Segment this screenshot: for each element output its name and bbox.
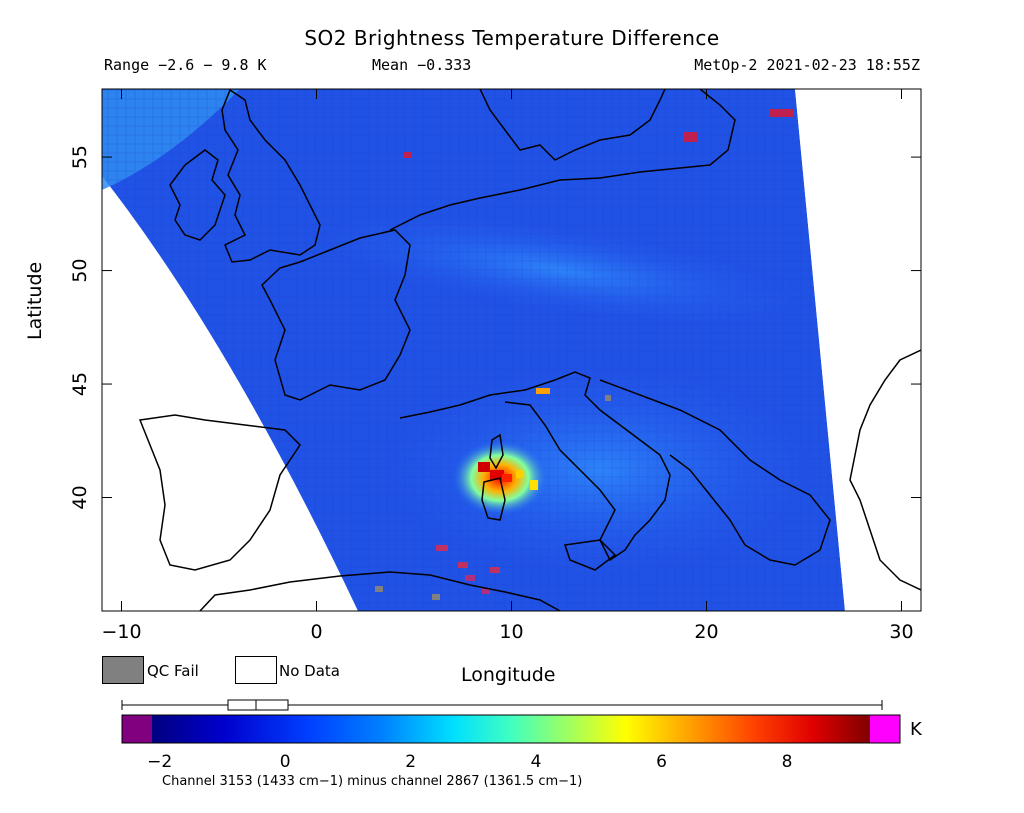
x-tick-label: 30 <box>889 621 913 643</box>
colorbar-tick-label: −2 <box>147 752 172 772</box>
y-axis-label: Latitude <box>24 261 46 340</box>
colorbar-tick-label: 2 <box>405 752 416 772</box>
hot-pixel <box>403 152 411 158</box>
colorbar-boxplot <box>227 699 289 711</box>
hot-pixel <box>490 567 500 573</box>
hot-pixel <box>465 575 475 581</box>
colorbar-tick-label: 4 <box>531 752 542 772</box>
no-data-label: No Data <box>279 662 340 680</box>
swath-pixel-texture <box>102 89 845 611</box>
hot-pixel <box>458 562 468 568</box>
x-tick-label: −10 <box>101 621 141 643</box>
qc-fail-swatch <box>102 656 144 684</box>
no-data-swatch <box>235 656 277 684</box>
colorbar-high-swatch <box>870 715 900 743</box>
y-tick-label: 55 <box>69 145 91 169</box>
plume-pixel <box>536 388 550 394</box>
qc-fail-pixel <box>375 586 383 592</box>
colorbar-low-swatch <box>122 715 152 743</box>
satellite-time-readout: MetOp-2 2021-02-23 18:55Z <box>694 56 920 74</box>
range-readout: Range −2.6 − 9.8 K <box>104 56 267 74</box>
mean-readout: Mean −0.333 <box>372 56 472 74</box>
y-tick-label: 50 <box>69 258 91 282</box>
colorbar-ticks: −2 0 2 4 6 8 <box>147 752 792 772</box>
plume-pixel <box>478 462 490 472</box>
axis-ticks <box>102 89 921 611</box>
x-tick-label: 0 <box>310 621 322 643</box>
plume-pixel <box>530 480 538 490</box>
chart-title: SO2 Brightness Temperature Difference <box>304 26 720 50</box>
y-tick-label: 45 <box>69 372 91 396</box>
colorbar-gradient-bar <box>152 715 870 743</box>
plume-pixel <box>490 470 504 480</box>
qc-fail-pixel <box>432 594 440 600</box>
colorbar-unit: K <box>910 719 922 740</box>
hot-pixel <box>770 109 794 117</box>
colorbar-tick-label: 6 <box>656 752 667 772</box>
colorbar-frame <box>121 714 901 744</box>
channel-footnote: Channel 3153 (1433 cm−1) minus channel 2… <box>162 774 583 789</box>
plume-pixel <box>516 470 524 478</box>
plume-pixel <box>502 474 512 482</box>
x-axis-label: Longitude <box>461 664 556 686</box>
colorbar-tick-label: 0 <box>280 752 291 772</box>
qc-fail-label: QC Fail <box>147 662 199 680</box>
hot-pixel <box>482 588 490 594</box>
x-tick-label: 20 <box>694 621 718 643</box>
qc-fail-pixel <box>605 395 611 401</box>
hot-pixel <box>683 132 697 142</box>
y-tick-label: 40 <box>69 485 91 509</box>
coastline-east <box>849 349 921 591</box>
x-tick-label: 10 <box>499 621 523 643</box>
no-data-region-east <box>795 89 921 611</box>
hot-pixel <box>436 545 448 551</box>
colorbar-tick-label: 8 <box>782 752 793 772</box>
